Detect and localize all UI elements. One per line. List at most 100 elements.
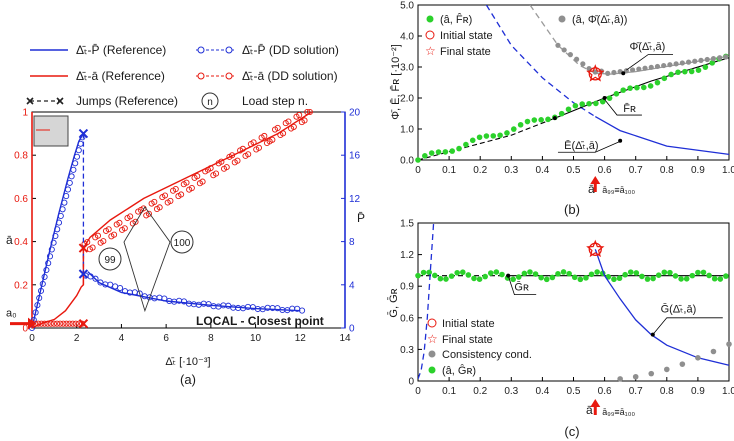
point-GR-hat	[549, 274, 556, 281]
point-FR-hat	[661, 75, 668, 82]
dd-point-a	[280, 130, 287, 137]
point-GR-hat	[454, 269, 460, 276]
point-GR-hat	[588, 271, 595, 278]
point-GR-hat	[437, 275, 444, 282]
dd-point-a	[127, 213, 134, 220]
dd-point-a	[250, 139, 257, 146]
point-FR-hat	[504, 130, 510, 136]
dd-point-P	[225, 302, 232, 309]
point-GR-hat	[515, 274, 522, 280]
point-GR-hat	[560, 269, 567, 275]
dd-point-a	[44, 320, 51, 327]
dd-point-a	[212, 170, 220, 177]
dd-point-a	[178, 191, 185, 198]
dd-point-P	[87, 273, 94, 280]
dd-point-a	[41, 320, 48, 327]
point-FR-hat	[510, 126, 517, 132]
dd-point-a	[301, 117, 308, 124]
point-GR-hat	[678, 276, 684, 282]
legend-a: Δ̄ₜ-P̄ (Reference) Δ̄ₜ-P̄ (DD solution) Δ̄…	[26, 43, 339, 110]
dd-point-a	[69, 320, 76, 327]
point-phi	[710, 56, 717, 62]
dd-point-P	[205, 301, 212, 308]
point-phi	[605, 70, 611, 76]
dd-point-P	[107, 281, 114, 288]
axes-a: 0 2 4 6 8 10 12 1400.20.40.60.81048121620āP̄Δ̄ₜ…	[6, 108, 365, 388]
y-tick-label: 2.0	[400, 94, 414, 105]
dd-point-P	[68, 173, 75, 180]
point-phi	[642, 65, 648, 71]
legend-swatch-green	[426, 15, 434, 23]
point-phi	[561, 47, 567, 53]
dd-point-a	[223, 164, 230, 171]
dd-point-P	[136, 290, 143, 297]
legend-label-a: Δ̄ₜ-ā (DD solution)	[242, 69, 338, 83]
dd-point-P	[161, 295, 168, 302]
point-GR-hat	[650, 275, 656, 282]
dd-point-a	[63, 320, 70, 327]
G-curve-left	[418, 223, 435, 380]
legend-swatch-consistency	[428, 350, 436, 358]
caption-c: (c)	[564, 424, 579, 439]
y-tick-label: 0	[22, 324, 28, 335]
dd-point-P	[112, 283, 119, 290]
dd-point-a	[94, 232, 102, 239]
x-tick-label: 0.9	[691, 165, 705, 176]
point-FR-hat	[545, 116, 551, 123]
series-P-reference	[31, 133, 85, 329]
point-GR-hat	[415, 272, 421, 279]
x-tick-label: 8	[208, 333, 214, 344]
y2-tick-label: 20	[349, 108, 361, 119]
point-phi	[555, 42, 561, 48]
point-GR-hat	[487, 270, 494, 276]
x-tick-label: 0.4	[535, 165, 549, 176]
x-tick-label: 0.8	[660, 165, 674, 176]
dd-point-a	[306, 108, 313, 116]
dd-point-a	[261, 132, 268, 140]
caption-a: (a)	[180, 372, 196, 387]
dd-point-a	[183, 179, 190, 186]
point-FR-hat	[415, 157, 421, 163]
jump-marker	[78, 318, 89, 329]
dd-point-P	[55, 219, 63, 226]
load-step-99-circle	[98, 247, 122, 271]
point-GR-hat	[583, 275, 589, 281]
point-GR-hat	[723, 273, 729, 279]
point-FR-hat	[682, 68, 688, 75]
y2-axis-label: P̄	[357, 211, 365, 225]
x-tick-label: 0	[29, 333, 35, 344]
local-label: LOCAL - Closest point	[196, 314, 324, 328]
x-tick-label: 1.0	[722, 165, 734, 176]
point-GR-hat	[611, 276, 617, 283]
point-FR-hat	[627, 85, 633, 91]
point-FR-hat	[702, 64, 709, 70]
legend-label-a: Load step n.	[242, 94, 308, 108]
x-tick-label: 0.6	[598, 386, 612, 397]
legend-swatch-dd-circle	[197, 46, 205, 54]
dd-point-P	[54, 226, 61, 233]
dd-point-P	[180, 298, 188, 305]
point-phi	[679, 60, 685, 66]
arrow-label-b: ā₉₉≡ā₁₀₀	[602, 185, 635, 195]
x-tick-label: 0.8	[660, 386, 674, 397]
point-phi	[673, 61, 679, 67]
point-FR-hat	[620, 87, 627, 93]
point-GR-hat	[711, 275, 718, 282]
x-tick-label: 0.5	[567, 386, 581, 397]
point-FR-hat	[668, 71, 674, 78]
point-FR-hat	[695, 67, 702, 74]
y-tick-label: 0.2	[14, 280, 28, 291]
point-GR-hat	[521, 270, 528, 277]
initial-state-marker-c	[588, 242, 602, 256]
point-GR-hat	[683, 276, 690, 282]
plot-frame-a	[31, 111, 346, 329]
point-GR-hat	[577, 276, 584, 283]
y2-tick-label: 8	[349, 237, 355, 248]
dd-point-a	[218, 158, 225, 165]
dd-point-a	[60, 320, 67, 327]
x-tick-label: 0.3	[504, 386, 518, 397]
point-FR-hat	[463, 141, 469, 148]
dd-point-a	[290, 123, 297, 130]
x-tick-label: 1.0	[722, 386, 734, 397]
x-tick-label: 0.1	[442, 386, 456, 397]
